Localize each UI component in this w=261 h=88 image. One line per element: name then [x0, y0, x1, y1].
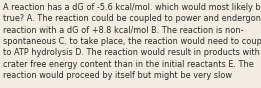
- Text: A reaction has a dG of -5.6 kcal/mol. which would most likely be
true? A. The re: A reaction has a dG of -5.6 kcal/mol. wh…: [3, 3, 261, 80]
